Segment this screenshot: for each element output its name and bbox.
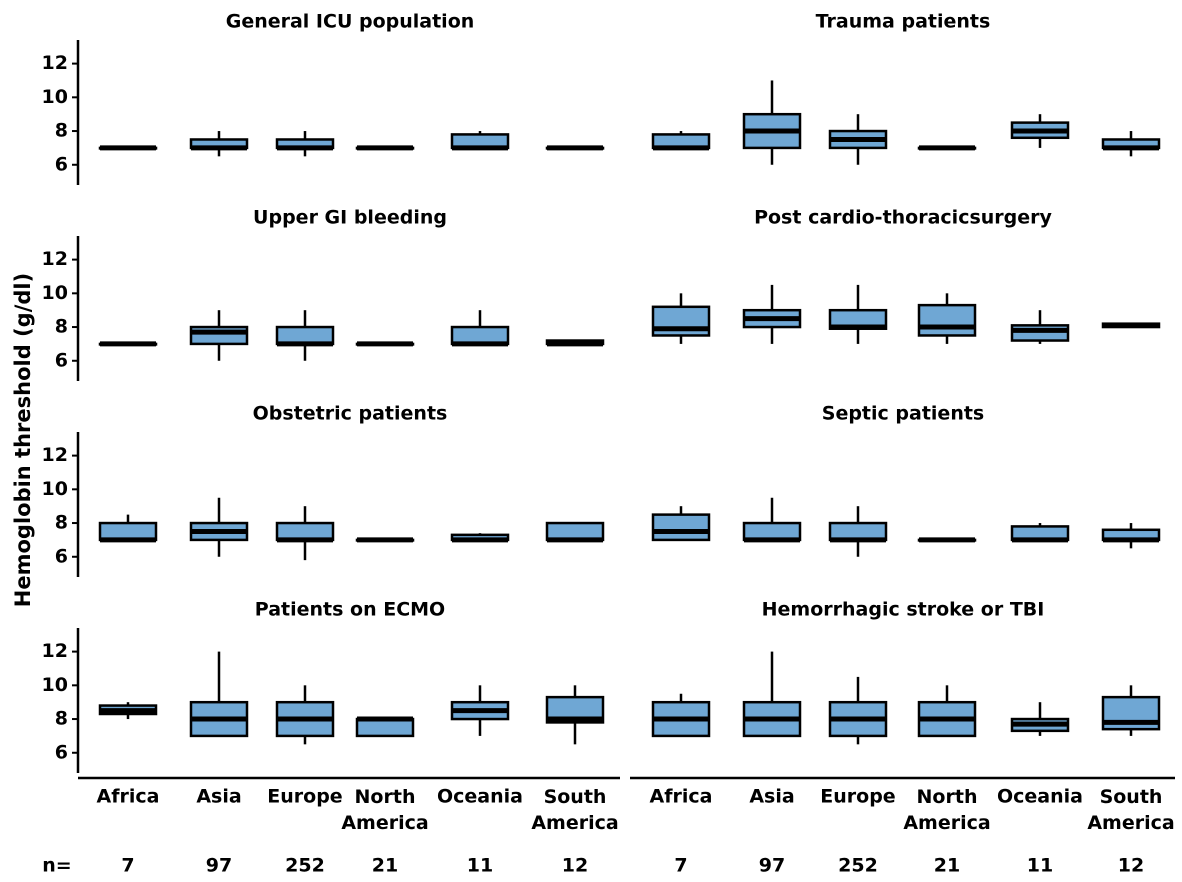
n-value: 12: [1118, 855, 1144, 877]
box: [917, 303, 977, 337]
y-tick-label: 10: [42, 86, 68, 108]
x-tick-label: Africa: [97, 786, 160, 808]
x-tick-label: Oceania: [997, 786, 1083, 808]
n-value: 252: [285, 855, 325, 877]
box: [651, 513, 711, 542]
n-label: n=: [42, 855, 71, 877]
y-tick-label: 8: [55, 708, 68, 730]
x-tick-label: Europe: [820, 786, 895, 808]
y-tick-label: 10: [42, 282, 68, 304]
panel-title: Post cardio-thoracicsurgery: [754, 207, 1052, 229]
y-tick-label: 10: [42, 674, 68, 696]
panel-title: Trauma patients: [816, 11, 991, 33]
n-value: 21: [372, 855, 398, 877]
box: [742, 521, 802, 542]
box: [1010, 324, 1070, 342]
y-tick-label: 12: [42, 52, 68, 74]
y-tick-label: 12: [42, 248, 68, 270]
x-tick-label: Africa: [650, 786, 713, 808]
y-tick-label: 6: [55, 349, 68, 371]
panel-title: General ICU population: [226, 11, 475, 33]
box: [545, 521, 605, 542]
x-tick-label: Asia: [196, 786, 241, 808]
n-value: 7: [121, 855, 134, 877]
y-tick-label: 12: [42, 640, 68, 662]
box: [98, 521, 158, 542]
y-tick-label: 12: [42, 444, 68, 466]
y-tick-label: 10: [42, 478, 68, 500]
y-tick-label: 6: [55, 545, 68, 567]
y-tick-label: 8: [55, 120, 68, 142]
panel-title: Septic patients: [822, 403, 984, 425]
y-tick-label: 8: [55, 316, 68, 338]
y-tick-label: 8: [55, 512, 68, 534]
box: [828, 521, 888, 542]
x-tick-label: North America: [903, 786, 990, 834]
n-value: 252: [838, 855, 878, 877]
n-value: 97: [759, 855, 785, 877]
x-tick-label: South America: [1087, 786, 1174, 834]
x-tick-label: South America: [531, 786, 618, 834]
panel-title: Hemorrhagic stroke or TBI: [762, 599, 1045, 621]
n-value: 11: [1027, 855, 1053, 877]
n-value: 21: [934, 855, 960, 877]
box: [275, 521, 335, 542]
panel-title: Obstetric patients: [253, 403, 448, 425]
box: [450, 325, 510, 346]
y-tick-label: 6: [55, 741, 68, 763]
y-axis-label: Hemoglobin threshold (g/dl): [11, 273, 35, 607]
y-tick-label: 6: [55, 153, 68, 175]
n-value: 11: [467, 855, 493, 877]
n-value: 97: [206, 855, 232, 877]
n-value: 7: [674, 855, 687, 877]
panel-title: Patients on ECMO: [255, 599, 445, 621]
box: [189, 325, 249, 346]
x-tick-label: North America: [341, 786, 428, 834]
x-tick-label: Europe: [267, 786, 342, 808]
box: [355, 717, 415, 738]
x-tick-label: Asia: [749, 786, 794, 808]
panel-title: Upper GI bleeding: [253, 207, 447, 229]
n-value: 12: [562, 855, 588, 877]
box: [275, 325, 335, 346]
x-tick-label: Oceania: [437, 786, 523, 808]
